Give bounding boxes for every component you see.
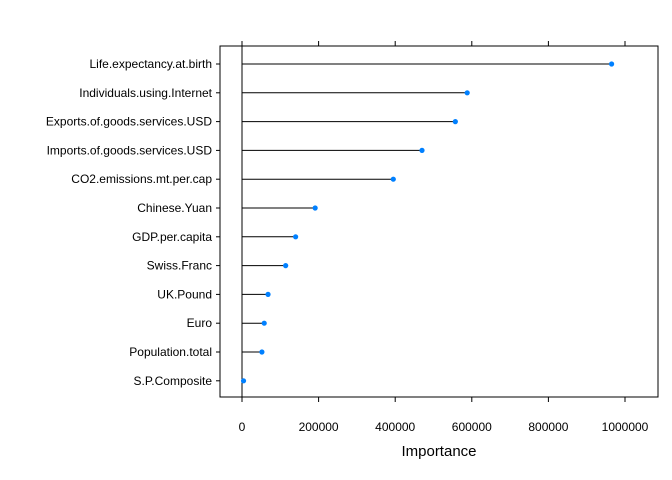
y-tick-label: GDP.per.capita bbox=[132, 230, 212, 244]
importance-point bbox=[312, 205, 318, 211]
y-axis: Life.expectancy.at.birth Individuals.usin… bbox=[46, 57, 220, 388]
importance-point bbox=[390, 176, 396, 182]
chart-marks bbox=[240, 46, 615, 397]
y-tick-label: Imports.of.goods.services.USD bbox=[47, 143, 213, 157]
x-tick-label: 400000 bbox=[375, 420, 415, 434]
y-tick-label: Life.expectancy.at.birth bbox=[89, 57, 212, 71]
importance-point bbox=[419, 147, 425, 153]
y-tick-label: Population.total bbox=[129, 345, 212, 359]
importance-point bbox=[240, 378, 247, 384]
x-tick-label: 1000000 bbox=[602, 420, 649, 434]
x-axis: 0 200000 400000 600000 800000 1000000 bbox=[239, 41, 649, 434]
y-tick-label: Exports.of.goods.services.USD bbox=[46, 115, 212, 129]
plot-panel bbox=[219, 45, 659, 398]
y-tick-label: UK.Pound bbox=[157, 287, 212, 301]
importance-point bbox=[452, 119, 458, 125]
x-tick-label: 800000 bbox=[528, 420, 568, 434]
importance-point bbox=[261, 320, 267, 326]
y-tick-label: Chinese.Yuan bbox=[137, 201, 212, 215]
x-tick-label: 600000 bbox=[452, 420, 492, 434]
x-tick-label: 0 bbox=[239, 420, 246, 434]
importance-point bbox=[608, 61, 615, 67]
x-axis-title: Importance bbox=[401, 443, 476, 460]
y-tick-label: Individuals.using.Internet bbox=[79, 86, 212, 100]
importance-point bbox=[464, 90, 470, 96]
importance-point bbox=[283, 263, 289, 269]
importance-point bbox=[265, 291, 271, 297]
y-tick-label: Euro bbox=[187, 316, 213, 330]
y-tick-label: Swiss.Franc bbox=[147, 259, 212, 273]
importance-point bbox=[293, 234, 299, 240]
x-tick-label: 200000 bbox=[299, 420, 339, 434]
y-tick-label: S.P.Composite bbox=[134, 374, 213, 388]
y-tick-label: CO2.emissions.mt.per.cap bbox=[71, 172, 212, 186]
importance-point bbox=[259, 349, 265, 355]
